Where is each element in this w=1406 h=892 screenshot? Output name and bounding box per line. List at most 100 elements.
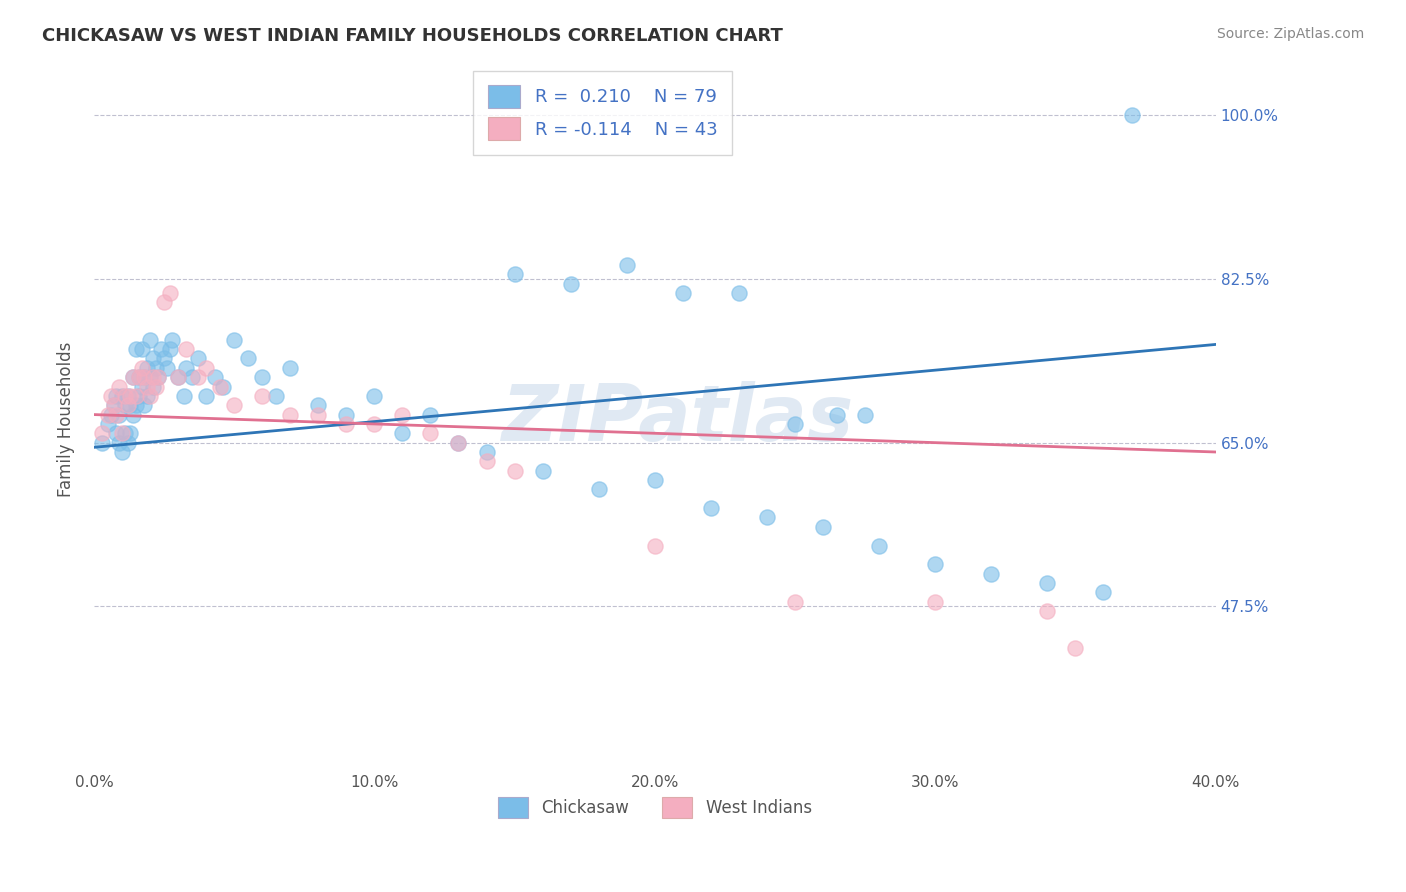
Point bbox=[108, 379, 131, 393]
Point bbox=[560, 277, 582, 291]
Point bbox=[391, 426, 413, 441]
Point bbox=[503, 464, 526, 478]
Point bbox=[97, 408, 120, 422]
Point bbox=[139, 333, 162, 347]
Point bbox=[122, 408, 145, 422]
Point bbox=[728, 285, 751, 300]
Point bbox=[307, 408, 329, 422]
Point bbox=[117, 389, 139, 403]
Point bbox=[167, 370, 190, 384]
Point bbox=[136, 360, 159, 375]
Point bbox=[187, 351, 209, 366]
Point bbox=[419, 408, 441, 422]
Point bbox=[128, 370, 150, 384]
Point bbox=[111, 426, 134, 441]
Point bbox=[100, 408, 122, 422]
Point bbox=[142, 379, 165, 393]
Point bbox=[176, 360, 198, 375]
Point bbox=[122, 370, 145, 384]
Point bbox=[700, 501, 723, 516]
Point bbox=[783, 417, 806, 431]
Point bbox=[672, 285, 695, 300]
Point bbox=[173, 389, 195, 403]
Point bbox=[1064, 641, 1087, 656]
Point bbox=[111, 445, 134, 459]
Point bbox=[616, 258, 638, 272]
Point bbox=[209, 379, 232, 393]
Point bbox=[134, 370, 156, 384]
Point bbox=[114, 389, 136, 403]
Point bbox=[204, 370, 226, 384]
Point bbox=[250, 389, 273, 403]
Point bbox=[1036, 604, 1059, 618]
Point bbox=[159, 285, 181, 300]
Point bbox=[139, 370, 162, 384]
Point bbox=[131, 360, 153, 375]
Point bbox=[117, 435, 139, 450]
Point bbox=[100, 389, 122, 403]
Point bbox=[142, 370, 165, 384]
Point bbox=[195, 389, 218, 403]
Point bbox=[114, 426, 136, 441]
Point bbox=[108, 408, 131, 422]
Point bbox=[162, 333, 184, 347]
Point bbox=[924, 558, 946, 572]
Point bbox=[153, 295, 176, 310]
Point bbox=[868, 539, 890, 553]
Point bbox=[1092, 585, 1115, 599]
Point bbox=[148, 370, 170, 384]
Point bbox=[224, 333, 246, 347]
Point bbox=[105, 389, 128, 403]
Point bbox=[1121, 108, 1143, 122]
Point bbox=[212, 379, 235, 393]
Point bbox=[181, 370, 204, 384]
Point bbox=[120, 389, 142, 403]
Point bbox=[91, 426, 114, 441]
Point bbox=[811, 520, 834, 534]
Point bbox=[156, 360, 179, 375]
Point bbox=[103, 398, 125, 412]
Point bbox=[114, 398, 136, 412]
Point bbox=[153, 351, 176, 366]
Point bbox=[120, 426, 142, 441]
Point bbox=[117, 398, 139, 412]
Point bbox=[159, 342, 181, 356]
Point bbox=[195, 360, 218, 375]
Point bbox=[307, 398, 329, 412]
Point bbox=[103, 398, 125, 412]
Point bbox=[148, 370, 170, 384]
Point bbox=[131, 379, 153, 393]
Point bbox=[447, 435, 470, 450]
Point bbox=[503, 267, 526, 281]
Point bbox=[980, 566, 1002, 581]
Point bbox=[335, 417, 357, 431]
Point bbox=[122, 370, 145, 384]
Point bbox=[167, 370, 190, 384]
Point bbox=[278, 408, 301, 422]
Text: Source: ZipAtlas.com: Source: ZipAtlas.com bbox=[1216, 27, 1364, 41]
Point bbox=[264, 389, 287, 403]
Point bbox=[1036, 576, 1059, 591]
Point bbox=[924, 594, 946, 608]
Point bbox=[419, 426, 441, 441]
Point bbox=[145, 379, 167, 393]
Point bbox=[125, 342, 148, 356]
Point bbox=[134, 370, 156, 384]
Point bbox=[644, 473, 666, 487]
Point bbox=[447, 435, 470, 450]
Point bbox=[187, 370, 209, 384]
Point bbox=[105, 426, 128, 441]
Point bbox=[134, 398, 156, 412]
Point bbox=[644, 539, 666, 553]
Point bbox=[120, 398, 142, 412]
Legend: Chickasaw, West Indians: Chickasaw, West Indians bbox=[491, 790, 818, 825]
Point bbox=[825, 408, 848, 422]
Point bbox=[139, 389, 162, 403]
Point bbox=[136, 379, 159, 393]
Point bbox=[363, 417, 385, 431]
Point bbox=[391, 408, 413, 422]
Point bbox=[224, 398, 246, 412]
Point bbox=[475, 445, 498, 459]
Point bbox=[238, 351, 260, 366]
Point bbox=[588, 483, 610, 497]
